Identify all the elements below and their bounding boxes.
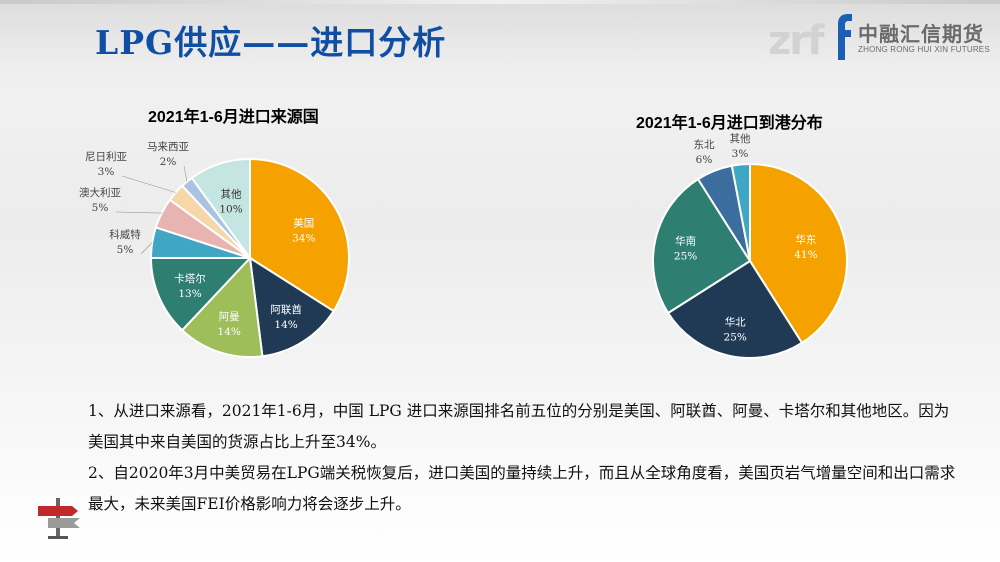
pie-chart-2: 华东 41% 华北 25% 华南 25% 东北 6% 其他 3% xyxy=(652,132,849,359)
pie-label-2-3: 东北 xyxy=(694,138,715,151)
pie-label-2-2: 华南 xyxy=(675,235,696,248)
pie-value-1-8: 10% xyxy=(219,204,242,216)
pie-leader-1-7 xyxy=(183,165,188,182)
logo-f-icon xyxy=(838,14,852,60)
logo-english-name: ZHONG RONG HUI XIN FUTURES xyxy=(858,45,990,54)
pie-label-2-0: 华东 xyxy=(795,233,816,246)
pie-slice-1-3 xyxy=(149,257,253,332)
top-border xyxy=(0,0,1000,4)
pie-value-1-0: 34% xyxy=(292,232,315,244)
signpost-icon xyxy=(38,498,80,539)
pie-value-1-3: 13% xyxy=(178,288,201,300)
pie-label-1-1: 阿联酋 xyxy=(270,303,302,316)
pie-value-2-1: 25% xyxy=(724,331,747,343)
pie-label-1-2: 阿曼 xyxy=(219,311,240,323)
company-logo: zrf 中融汇信期货 ZHONG RONG HUI XIN FUTURES xyxy=(768,8,994,64)
header-background xyxy=(0,0,1000,110)
pie-value-2-3: 6% xyxy=(696,154,713,166)
pie-value-1-4: 5% xyxy=(117,244,134,256)
pie-value-2-0: 41% xyxy=(794,249,817,261)
pie-label-2-1: 华北 xyxy=(725,315,746,328)
pie-label-1-7: 马来西亚 xyxy=(147,141,189,153)
pie-leader-1-4 xyxy=(140,242,153,255)
analysis-note-1: 1、从进口来源看，2021年1-6月，中国 LPG 进口来源国排名前五位的分别是… xyxy=(88,402,950,451)
page-title: LPG供应——进口分析 xyxy=(95,23,447,62)
pie-value-1-7: 2% xyxy=(160,156,177,168)
pie-slice-2-4 xyxy=(730,162,751,262)
analysis-notes: 1、从进口来源看，2021年1-6月，中国 LPG 进口来源国排名前五位的分别是… xyxy=(88,396,958,520)
pie-value-1-2: 14% xyxy=(218,326,241,338)
pie-chart-1: 美国 34% 阿联酋 14% 阿曼 14% 卡塔尔 13% 科威特 5% 澳大利亚 5% 尼日利亚 3% 马… xyxy=(79,141,350,358)
pie-slice-1-2 xyxy=(180,255,264,358)
pie-value-1-5: 5% xyxy=(92,202,109,214)
logo-chinese-name: 中融汇信期货 xyxy=(858,22,984,46)
pie-value-1-1: 14% xyxy=(274,319,297,331)
analysis-note-2: 2、自2020年3月中美贸易在LPG端关税恢复后，进口美国的量持续上升，而且从全… xyxy=(88,464,956,513)
pie-value-2-4: 3% xyxy=(732,148,749,160)
chart-title-port: 2021年1-6月进口到港分布 xyxy=(636,115,823,132)
pie-value-1-6: 3% xyxy=(98,166,115,178)
pie-label-1-4: 科威特 xyxy=(109,228,141,241)
pie-value-2-2: 25% xyxy=(674,251,697,263)
pie-slice-2-2 xyxy=(652,177,752,315)
pie-slice-1-8 xyxy=(190,157,251,262)
pie-label-1-5: 澳大利亚 xyxy=(79,186,121,199)
pie-label-1-0: 美国 xyxy=(293,216,314,229)
pie-leader-1-6 xyxy=(121,175,176,193)
pie-label-1-6: 尼日利亚 xyxy=(85,151,127,163)
pie-label-2-4: 其他 xyxy=(730,132,751,145)
logo-watermark: zrf xyxy=(768,18,824,64)
pie-leader-1-5 xyxy=(115,211,162,214)
pie-label-1-8: 其他 xyxy=(221,188,242,201)
pie-label-1-3: 卡塔尔 xyxy=(174,272,206,285)
pie-slice-1-1 xyxy=(248,256,335,358)
chart-title-source: 2021年1-6月进口来源国 xyxy=(148,109,319,126)
pie-slice-2-1 xyxy=(666,259,804,359)
